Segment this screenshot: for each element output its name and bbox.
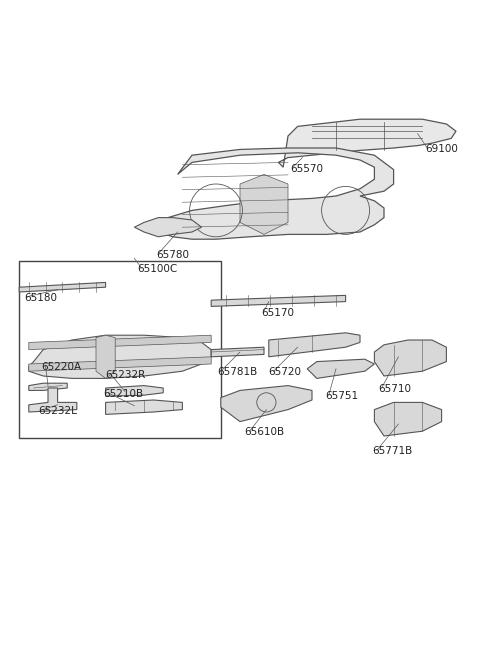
Polygon shape: [29, 383, 67, 390]
Polygon shape: [134, 218, 202, 237]
Text: 65720: 65720: [268, 367, 301, 377]
Text: 65710: 65710: [378, 384, 411, 394]
Polygon shape: [158, 148, 394, 239]
Polygon shape: [211, 347, 264, 357]
Text: 65210B: 65210B: [103, 389, 144, 399]
Polygon shape: [29, 335, 211, 350]
Text: 65780: 65780: [156, 250, 189, 260]
Text: 65570: 65570: [290, 163, 324, 174]
Text: 65232L: 65232L: [38, 405, 77, 415]
Text: 65180: 65180: [24, 293, 57, 303]
Text: 65170: 65170: [262, 308, 295, 318]
Polygon shape: [29, 357, 211, 371]
Bar: [19, 261, 221, 438]
Polygon shape: [29, 335, 211, 379]
Polygon shape: [29, 388, 77, 412]
Polygon shape: [96, 335, 115, 379]
Polygon shape: [240, 174, 288, 234]
Polygon shape: [374, 340, 446, 376]
Text: 65751: 65751: [325, 391, 359, 401]
Polygon shape: [211, 295, 346, 306]
Polygon shape: [221, 386, 312, 422]
Polygon shape: [278, 119, 456, 167]
Text: 65232R: 65232R: [106, 369, 146, 380]
Polygon shape: [19, 282, 106, 292]
Text: 65100C: 65100C: [137, 264, 177, 274]
Polygon shape: [374, 402, 442, 436]
Text: 65771B: 65771B: [372, 446, 412, 457]
Text: 69100: 69100: [425, 144, 457, 154]
Polygon shape: [106, 400, 182, 415]
Polygon shape: [269, 333, 360, 357]
Polygon shape: [307, 359, 374, 379]
Polygon shape: [106, 386, 163, 396]
Text: 65220A: 65220A: [41, 362, 81, 373]
Text: 65610B: 65610B: [244, 427, 284, 437]
Text: 65781B: 65781B: [217, 367, 257, 377]
